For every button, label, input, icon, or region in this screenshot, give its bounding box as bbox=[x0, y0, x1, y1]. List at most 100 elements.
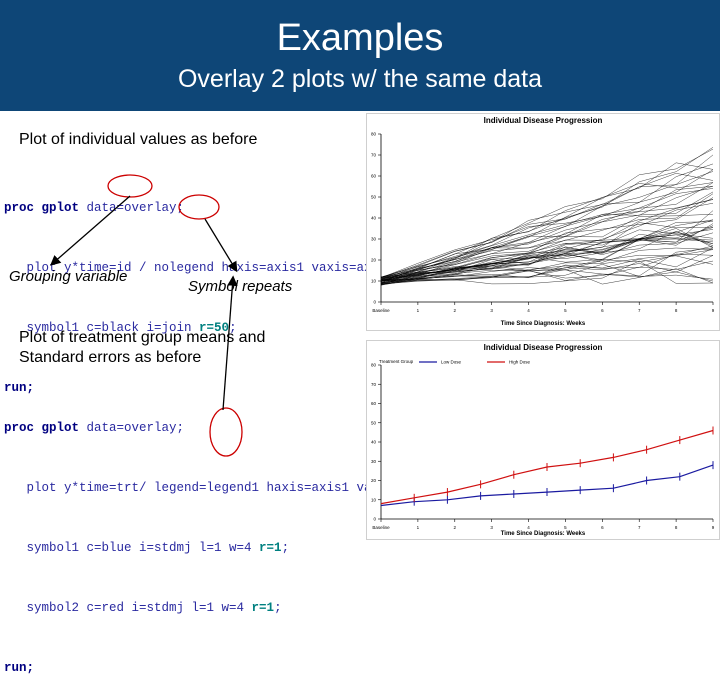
x-tick-label: 7 bbox=[638, 525, 641, 530]
x-tick-label: Baseline bbox=[372, 308, 390, 313]
slide-header: Examples Overlay 2 plots w/ the same dat… bbox=[0, 0, 720, 111]
x-tick-label: 9 bbox=[712, 525, 715, 530]
text-means-plot: Plot of treatment group means and Standa… bbox=[19, 328, 265, 368]
x-tick-label: 5 bbox=[564, 308, 567, 313]
x-tick-label: 9 bbox=[712, 308, 715, 313]
series-line bbox=[380, 182, 714, 283]
y-tick-label: 10 bbox=[371, 497, 377, 502]
annotation-grouping: Grouping variable bbox=[9, 268, 128, 285]
arrow-symbol bbox=[204, 218, 238, 273]
x-tick-label: 4 bbox=[527, 525, 530, 530]
chart-individual-svg: Individual Disease Progression Time Since… bbox=[359, 116, 715, 327]
series-line bbox=[380, 229, 714, 279]
x-tick-label: 6 bbox=[601, 525, 604, 530]
series-line bbox=[380, 173, 714, 280]
x-tick-label: 3 bbox=[490, 308, 493, 313]
slide-subtitle: Overlay 2 plots w/ the same data bbox=[177, 65, 543, 93]
x-axis-label: Time Since Diagnosis: Weeks bbox=[501, 321, 586, 327]
annotation-overlay bbox=[50, 174, 243, 457]
series-line bbox=[380, 227, 714, 278]
y-tick-label: 60 bbox=[371, 401, 377, 406]
y-tick-label: 30 bbox=[371, 459, 377, 464]
series-line bbox=[380, 148, 714, 282]
text-individual-plot: Plot of individual values as before bbox=[19, 131, 258, 148]
x-tick-label: 1 bbox=[417, 525, 420, 530]
y-tick-label: 40 bbox=[371, 216, 377, 221]
series-line bbox=[380, 191, 714, 279]
y-tick-label: 80 bbox=[371, 132, 377, 137]
chart-title: Individual Disease Progression bbox=[484, 343, 603, 352]
series-line bbox=[380, 245, 714, 285]
x-tick-label: 1 bbox=[417, 308, 420, 313]
code2-line-5: run; bbox=[4, 661, 35, 675]
x-tick-label: 5 bbox=[564, 525, 567, 530]
y-tick-label: 70 bbox=[371, 382, 377, 387]
series-line bbox=[380, 232, 714, 281]
highlight-r50 bbox=[178, 194, 220, 220]
series-line bbox=[380, 154, 714, 278]
chart-title: Individual Disease Progression bbox=[484, 116, 603, 125]
series-line bbox=[380, 185, 714, 285]
code1-line-4: run; bbox=[4, 381, 35, 395]
arrow-grouping bbox=[50, 195, 131, 266]
highlight-r1 bbox=[209, 407, 243, 457]
y-tick-label: 0 bbox=[373, 300, 376, 305]
x-tick-label: 8 bbox=[675, 308, 678, 313]
series-line bbox=[380, 223, 714, 284]
code1-line-3: symbol1 c=black i=join r=50; bbox=[4, 321, 237, 335]
code-block-individual: proc gplot data=overlay; plot y*time=id … bbox=[4, 158, 402, 418]
y-tick-label: 20 bbox=[371, 478, 377, 483]
text-means-line-1: Plot of treatment group means and bbox=[19, 329, 266, 346]
y-tick-label: 40 bbox=[371, 440, 377, 445]
y-tick-label: 10 bbox=[371, 279, 377, 284]
series-line bbox=[380, 213, 714, 278]
chart-individual: Individual Disease Progression Time Since… bbox=[359, 113, 720, 331]
code2-line-4: symbol2 c=red i=stdmj l=1 w=4 r=1; bbox=[4, 601, 282, 615]
x-tick-label: 8 bbox=[675, 525, 678, 530]
series-line bbox=[380, 169, 714, 278]
series-mean-line bbox=[380, 464, 714, 507]
y-tick-label: 70 bbox=[371, 153, 377, 158]
x-tick-label: 7 bbox=[638, 308, 641, 313]
series-line bbox=[380, 202, 714, 286]
x-axis-label: Time Since Diagnosis: Weeks bbox=[501, 531, 586, 537]
code2-line-1: proc gplot data=overlay; bbox=[4, 421, 185, 435]
series-line bbox=[380, 228, 714, 281]
x-tick-label: 4 bbox=[527, 308, 530, 313]
series-line bbox=[380, 163, 714, 282]
legend-label: High Dose bbox=[509, 360, 531, 365]
x-tick-label: 3 bbox=[490, 525, 493, 530]
series-line bbox=[380, 147, 714, 279]
series-line bbox=[380, 260, 714, 279]
series-line bbox=[380, 268, 714, 285]
y-tick-label: 50 bbox=[371, 195, 377, 200]
annotation-symbol: Symbol repeats bbox=[188, 278, 293, 295]
x-tick-label: 2 bbox=[454, 525, 457, 530]
series-line bbox=[380, 247, 714, 282]
series-line bbox=[380, 255, 714, 283]
series-line bbox=[380, 254, 714, 282]
chart-means-svg: Individual Disease Progression Time Since… bbox=[359, 343, 715, 537]
series-line bbox=[380, 193, 714, 280]
text-means-line-2: Standard errors as before bbox=[19, 349, 202, 366]
x-tick-label: 2 bbox=[454, 308, 457, 313]
y-tick-label: 20 bbox=[371, 258, 377, 263]
x-tick-label: 6 bbox=[601, 308, 604, 313]
slide-title: Examples bbox=[276, 17, 444, 59]
y-tick-label: 30 bbox=[371, 237, 377, 242]
arrow-symbol-2 bbox=[222, 275, 238, 411]
y-tick-label: 60 bbox=[371, 174, 377, 179]
y-tick-label: 80 bbox=[371, 363, 377, 368]
y-tick-label: 50 bbox=[371, 420, 377, 425]
code1-line-1: proc gplot data=overlay; bbox=[4, 201, 185, 215]
y-tick-label: 0 bbox=[373, 517, 376, 522]
legend-title: Treatment Group bbox=[379, 359, 414, 364]
series-line bbox=[380, 219, 714, 282]
chart-means: Individual Disease Progression Time Since… bbox=[359, 340, 720, 540]
series-line bbox=[380, 182, 714, 285]
legend-label: Low Dose bbox=[441, 360, 462, 365]
x-tick-label: Baseline bbox=[372, 525, 390, 530]
highlight-id bbox=[107, 174, 153, 198]
series-line bbox=[380, 162, 714, 286]
series-line bbox=[380, 188, 714, 281]
